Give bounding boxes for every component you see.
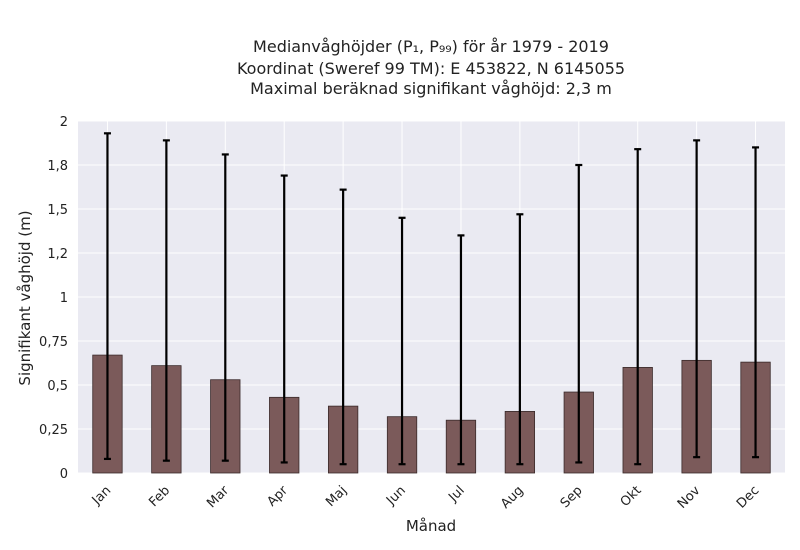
x-tick-label: Aug [498,483,527,512]
x-tick-label: Feb [146,483,173,510]
title-line-1: Medianvåghöjder (P₁, P₉₉) för år 1979 - … [253,37,609,56]
x-axis-label: Månad [406,517,456,535]
x-tick-label: Jan [89,483,114,508]
y-tick-label: 0,75 [39,335,68,350]
error-bar-dec [752,146,760,459]
error-bar-feb [162,139,170,462]
y-tick-labels: 0 0,25 0,5 0,75 1 1,2 1,5 1,8 2 [39,115,68,482]
y-tick-label: 0 [60,467,68,482]
x-tick-label: Mar [204,483,232,511]
title-line-3: Maximal beräknad signifikant våghöjd: 2,… [250,79,612,98]
x-tick-label: Apr [265,483,292,510]
y-axis-label: Signifikant våghöjd (m) [16,210,34,385]
error-bar-maj [339,188,347,466]
error-bars [103,132,760,466]
x-tick-label: Maj [323,483,350,510]
error-bar-okt [634,148,642,466]
x-tick-label: Sep [558,483,586,511]
error-bar-aug [516,213,524,466]
title-line-2: Koordinat (Sweref 99 TM): E 453822, N 61… [237,59,625,78]
y-tick-label: 0,5 [47,379,68,394]
error-bar-jan [103,132,111,461]
y-tick-label: 2 [60,115,68,130]
error-bar-jun [398,216,406,466]
y-tick-label: 1 [60,291,68,306]
error-bar-sep [575,163,583,464]
x-tick-label: Dec [734,483,762,511]
x-tick-label: Nov [675,483,704,512]
error-bar-jul [457,234,465,466]
y-tick-label: 1,8 [47,159,68,174]
error-bar-apr [280,174,288,464]
y-tick-label: 1,2 [47,247,68,262]
x-tick-label: Jul [445,483,467,505]
chart-title: Medianvåghöjder (P₁, P₉₉) för år 1979 - … [237,37,625,98]
error-bar-nov [693,139,701,459]
y-tick-label: 1,5 [47,203,68,218]
x-tick-labels: Jan Feb Mar Apr Maj Jun Jul Aug Sep Okt Nov Dec [89,483,763,512]
x-tick-label: Okt [618,483,645,510]
y-tick-label: 0,25 [39,423,68,438]
error-bar-mar [221,153,229,462]
x-tick-label: Jun [383,483,409,509]
